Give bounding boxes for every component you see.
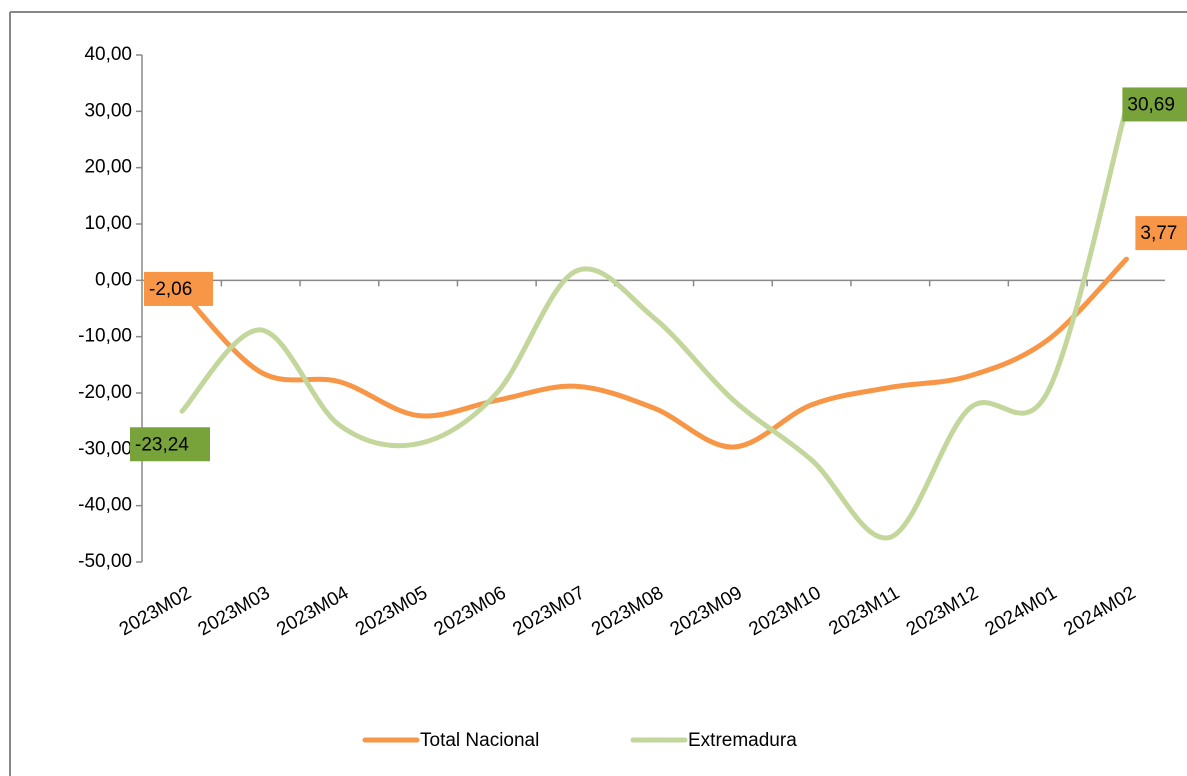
x-tick-label: 2023M08 <box>588 582 667 640</box>
x-tick-label: 2023M07 <box>509 582 588 640</box>
x-tick-label: 2023M03 <box>195 582 274 640</box>
y-tick-label: 40,00 <box>84 44 132 65</box>
y-tick-label: -10,00 <box>78 326 132 347</box>
y-tick-label: 0,00 <box>95 269 132 290</box>
data-label: 3,77 <box>1140 223 1177 244</box>
data-label: 30,69 <box>1127 94 1175 115</box>
y-tick-label: 30,00 <box>84 100 132 121</box>
x-tick-label: 2023M09 <box>667 582 746 640</box>
x-tick-label: 2023M11 <box>825 582 903 639</box>
data-label: -23,24 <box>135 434 189 455</box>
y-tick-label: 20,00 <box>84 157 132 178</box>
x-tick-label: 2023M06 <box>431 582 510 640</box>
y-tick-label: -50,00 <box>78 551 132 572</box>
y-tick-label: 10,00 <box>84 213 132 234</box>
x-tick-label: 2023M10 <box>745 582 824 640</box>
y-tick-label: -30,00 <box>78 438 132 459</box>
x-tick-label: 2024M02 <box>1060 582 1139 640</box>
series-line <box>179 256 1129 450</box>
series-line <box>179 104 1129 541</box>
x-tick-label: 2023M12 <box>903 582 982 640</box>
data-label-box <box>1135 216 1187 251</box>
x-tick-label: 2023M05 <box>352 582 431 640</box>
legend-label: Extremadura <box>688 730 797 751</box>
x-tick-label: 2023M04 <box>273 582 352 640</box>
data-label: -2,06 <box>149 279 192 300</box>
y-tick-label: -40,00 <box>78 495 132 516</box>
legend-label: Total Nacional <box>420 730 539 751</box>
data-label-box <box>130 427 210 462</box>
data-label-box <box>1122 87 1187 122</box>
data-label-box <box>144 271 213 306</box>
y-tick-label: -20,00 <box>78 382 132 403</box>
x-tick-label: 2023M02 <box>116 582 195 640</box>
x-tick-label: 2024M01 <box>982 582 1061 640</box>
